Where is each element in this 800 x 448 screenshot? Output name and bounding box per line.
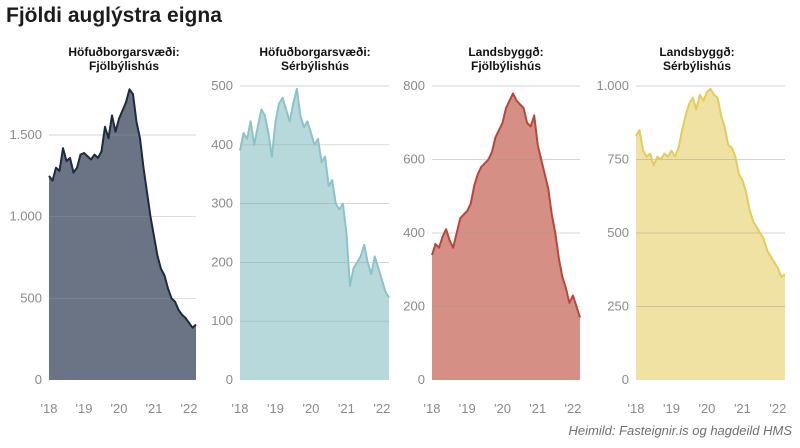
y-tick-label-2-3: 300 xyxy=(211,196,233,211)
y-tick-label-4-4: 1.000 xyxy=(596,78,629,93)
panel-title-2-line1: Höfuðborgarsvæði: xyxy=(259,45,371,59)
x-tick-label-4-4: '22 xyxy=(769,401,786,416)
x-tick-label-3-0: '18 xyxy=(424,401,441,416)
panel-title-3: Landsbyggð: Fjölbýlishús xyxy=(421,45,591,73)
panel-title-3-line1: Landsbyggð: xyxy=(468,45,544,59)
x-tick-label-1-3: '21 xyxy=(146,401,163,416)
panel-4: 0 250 500 750 1.000 '18 '19 '20 '21 '22 xyxy=(596,78,786,416)
series-line-1 xyxy=(48,88,197,329)
series-area-4 xyxy=(636,88,785,381)
x-tick-label-3-2: '20 xyxy=(494,401,511,416)
y-tick-label-3-1: 200 xyxy=(403,299,425,314)
x-tick-label-3-3: '21 xyxy=(529,401,546,416)
series-line-3 xyxy=(431,92,581,318)
y-tick-label-4-0: 0 xyxy=(622,372,629,387)
x-tick-label-3-1: '19 xyxy=(459,401,476,416)
x-tick-label-2-1: '19 xyxy=(267,401,284,416)
x-tick-label-2-4: '22 xyxy=(373,401,390,416)
y-tick-label-1-2: 1.000 xyxy=(9,209,42,224)
series-line-4 xyxy=(635,87,786,279)
y-tick-label-2-1: 100 xyxy=(211,313,233,328)
panel-title-3-line2: Fjölbýlishús xyxy=(470,59,541,73)
panel-title-1-line2: Fjölbýlishús xyxy=(88,59,159,73)
series-area-2 xyxy=(240,88,389,381)
panel-title-1: Höfuðborgarsvæði: Fjölbýlishús xyxy=(39,45,209,73)
panel-title-4: Landsbyggð: Sérbýlishús xyxy=(612,45,782,73)
series-area-3 xyxy=(432,93,580,381)
x-tick-label-1-2: '20 xyxy=(111,401,128,416)
y-tick-label-4-3: 750 xyxy=(607,152,629,167)
x-tick-label-4-0: '18 xyxy=(628,401,645,416)
x-tick-label-4-1: '19 xyxy=(663,401,680,416)
x-tick-label-4-3: '21 xyxy=(734,401,751,416)
y-tick-label-3-4: 800 xyxy=(403,78,425,93)
panel-title-4-line2: Sérbýlishús xyxy=(662,59,732,73)
y-tick-label-4-2: 500 xyxy=(607,225,629,240)
y-tick-label-4-1: 250 xyxy=(607,299,629,314)
x-tick-label-4-2: '20 xyxy=(698,401,715,416)
series-area-1 xyxy=(49,89,196,381)
y-tick-label-3-3: 600 xyxy=(403,152,425,167)
panel-title-2: Höfuðborgarsvæði: Sérbýlishús xyxy=(230,45,400,73)
series-line-2 xyxy=(239,87,390,299)
y-tick-label-1-0: 0 xyxy=(35,372,42,387)
y-tick-label-1-3: 1.500 xyxy=(9,127,42,142)
panel-1: 0 500 1.000 1.500 '18 '19 '20 '21 '22 xyxy=(9,88,198,416)
x-tick-label-1-1: '19 xyxy=(76,401,93,416)
y-tick-label-2-2: 200 xyxy=(211,254,233,269)
y-tick-label-1-1: 500 xyxy=(20,290,42,305)
x-tick-label-2-3: '21 xyxy=(338,401,355,416)
panel-title-1-line1: Höfuðborgarsvæði: xyxy=(68,45,180,59)
y-tick-label-3-0: 0 xyxy=(418,372,425,387)
panel-3: 0 200 400 600 800 '18 '19 '20 '21 '22 xyxy=(403,78,581,416)
y-tick-label-3-2: 400 xyxy=(403,225,425,240)
x-tick-label-1-0: '18 xyxy=(41,401,58,416)
x-tick-label-2-2: '20 xyxy=(302,401,319,416)
y-tick-label-2-4: 400 xyxy=(211,137,233,152)
y-tick-label-2-0: 0 xyxy=(226,372,233,387)
source-note: Heimild: Fasteignir.is og hagdeild HMS xyxy=(568,423,792,438)
x-tick-label-2-0: '18 xyxy=(232,401,249,416)
panel-title-2-line2: Sérbýlishús xyxy=(280,59,350,73)
panel-title-4-line1: Landsbyggð: xyxy=(659,45,735,59)
chart-title: Fjöldi auglýstra eigna xyxy=(6,4,222,27)
x-tick-label-1-4: '22 xyxy=(181,401,198,416)
y-tick-label-2-5: 500 xyxy=(211,78,233,93)
x-tick-label-3-4: '22 xyxy=(564,401,581,416)
panel-2: 0 100 200 300 400 500 '18 '19 '20 '21 '22 xyxy=(211,78,390,416)
